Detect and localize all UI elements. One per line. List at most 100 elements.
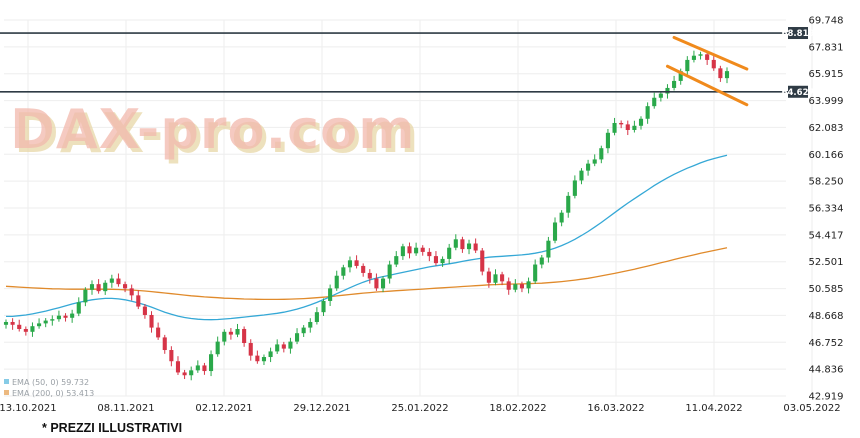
indicator-legend: EMA (50, 0) 59.732 EMA (200, 0) 53.413 [4,378,94,398]
y-tick-label: 63.999 [809,96,844,107]
x-tick-label: 16.03.2022 [587,403,644,414]
candle-down [500,274,505,282]
candle-up [414,247,419,254]
candle-down [486,271,491,283]
candle-up [559,212,564,223]
candle-up [347,260,353,268]
candle-up [222,331,227,342]
candle-down [705,54,710,60]
level-label: 68.819 [782,29,815,39]
legend-swatch [4,379,9,384]
x-tick-label: 03.05.2022 [783,403,840,414]
candle-up [599,148,604,160]
y-tick-label: 52.501 [809,257,844,268]
candle-up [43,320,48,324]
candle-down [162,337,167,351]
y-tick-label: 60.166 [809,150,844,161]
candle-up [552,222,558,241]
candle-up [672,80,677,88]
candle-down [361,265,366,273]
x-axis: 13.10.2021 08.11.2021 02.12.2021 29.12.2021… [0,403,841,414]
y-tick-label: 62.083 [809,123,844,134]
candle-up [209,354,214,372]
y-tick-label: 58.250 [809,177,844,188]
legend-entry: EMA (200, 0) 53.413 [12,389,94,398]
candle-up [632,125,637,130]
candle-up [215,341,220,355]
candle-down [142,306,147,315]
candle-up [56,315,61,320]
x-tick-label: 29.12.2021 [293,403,350,414]
footnote: * PREZZI ILLUSTRATIVI [42,421,183,435]
candle-up [268,351,273,358]
candle-down [228,331,233,335]
level-label-bg [788,85,808,98]
candle-up [103,282,108,292]
candle-up [235,328,240,335]
candle-up [301,327,306,334]
candle-up [76,302,81,314]
candle-down [519,284,524,289]
candle-down [242,328,247,344]
candle-up [453,239,458,248]
y-tick-label: 42.919 [809,392,844,403]
candle-up [83,289,88,303]
ema-200-path [5,247,728,301]
candle-down [17,324,22,329]
y-tick-label: 67.831 [809,42,844,53]
candle-up [321,300,326,313]
candle-down [473,243,478,251]
bull-flag-channel [665,35,749,107]
candle-down [374,278,379,289]
candle-down [136,295,141,307]
candle-down [255,355,260,362]
candle-up [466,243,472,250]
candle-up [294,333,300,342]
y-tick-label: 44.836 [809,365,844,376]
candle-up [638,118,644,126]
candle-up [30,326,35,332]
candle-up [612,122,617,133]
ema-200-line [5,247,728,301]
candle-up [493,274,498,283]
candle-up [189,370,194,376]
candle-down [156,327,161,338]
candle-up [678,71,683,81]
candle-down [506,281,511,290]
candle-up [89,284,95,290]
candle-up [288,341,293,349]
level-label-bg [788,27,808,40]
candle-down [480,250,485,272]
candle-up [394,256,399,265]
candle-up [447,247,452,259]
watermark-shadow: DAX-pro.com [14,102,420,165]
candle-up [513,284,518,290]
candle-up [328,288,333,301]
candle-up [566,195,571,213]
candle-up [605,132,610,149]
candle-down [123,284,128,289]
x-tick-label: 02.12.2021 [195,403,252,414]
candle-up [579,170,584,181]
x-tick-label: 25.01.2022 [391,403,448,414]
y-tick-label: 56.334 [809,204,844,215]
x-tick-label: 08.11.2021 [97,403,154,414]
candle-down [433,256,439,264]
candle-down [407,246,412,254]
candlestick-series [3,50,730,381]
y-axis: 69.748 67.831 65.915 63.999 62.083 60.166 58.2… [809,16,844,403]
candle-up [698,54,703,56]
candle-down [169,350,174,362]
candle-up [308,321,313,328]
channel-lower-line [665,64,749,107]
x-tick-label: 18.02.2022 [489,403,546,414]
candle-down [175,361,181,373]
candle-down [367,272,372,279]
candle-down [625,124,630,130]
grid-lines [4,19,813,397]
candle-up [539,257,544,265]
candle-up [109,278,114,283]
candle-down [63,315,68,318]
horizontal-levels: 68.819 64.627 [0,27,814,98]
